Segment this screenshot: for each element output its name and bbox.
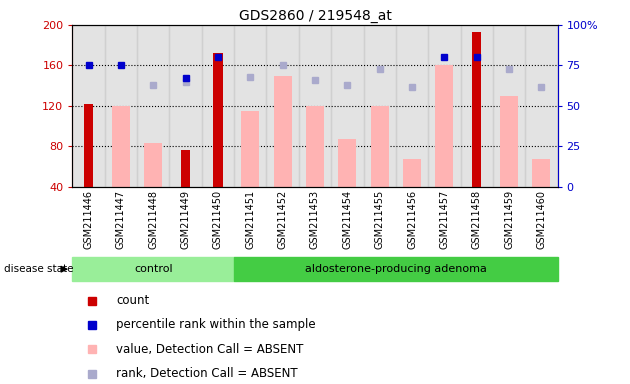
Bar — [306, 106, 324, 187]
Bar — [234, 25, 266, 187]
Bar — [493, 25, 525, 187]
Bar — [105, 25, 137, 187]
Text: disease state: disease state — [4, 264, 73, 274]
Bar — [472, 32, 481, 187]
Bar — [371, 106, 389, 187]
Bar — [72, 25, 105, 187]
Bar — [525, 25, 558, 187]
Bar — [137, 25, 169, 187]
Bar — [144, 144, 162, 187]
Bar — [331, 25, 364, 187]
Bar — [266, 25, 299, 187]
Bar — [299, 25, 331, 187]
Bar — [428, 25, 461, 187]
Text: count: count — [116, 294, 149, 307]
Bar — [364, 25, 396, 187]
Bar — [403, 159, 421, 187]
Bar — [72, 257, 234, 281]
Bar — [241, 111, 259, 187]
Bar — [532, 159, 550, 187]
Title: GDS2860 / 219548_at: GDS2860 / 219548_at — [239, 8, 391, 23]
Bar — [274, 76, 292, 187]
Text: value, Detection Call = ABSENT: value, Detection Call = ABSENT — [116, 343, 304, 356]
Bar — [234, 257, 558, 281]
Bar — [181, 149, 190, 187]
Bar — [169, 25, 202, 187]
Bar — [461, 25, 493, 187]
Bar — [202, 25, 234, 187]
Text: percentile rank within the sample: percentile rank within the sample — [116, 318, 316, 331]
Bar — [84, 104, 93, 187]
Text: rank, Detection Call = ABSENT: rank, Detection Call = ABSENT — [116, 367, 298, 380]
Bar — [435, 65, 453, 187]
Text: control: control — [134, 264, 173, 274]
Bar — [112, 106, 130, 187]
Bar — [214, 53, 222, 187]
Bar — [396, 25, 428, 187]
Text: aldosterone-producing adenoma: aldosterone-producing adenoma — [305, 264, 487, 274]
Bar — [338, 139, 356, 187]
Bar — [500, 96, 518, 187]
